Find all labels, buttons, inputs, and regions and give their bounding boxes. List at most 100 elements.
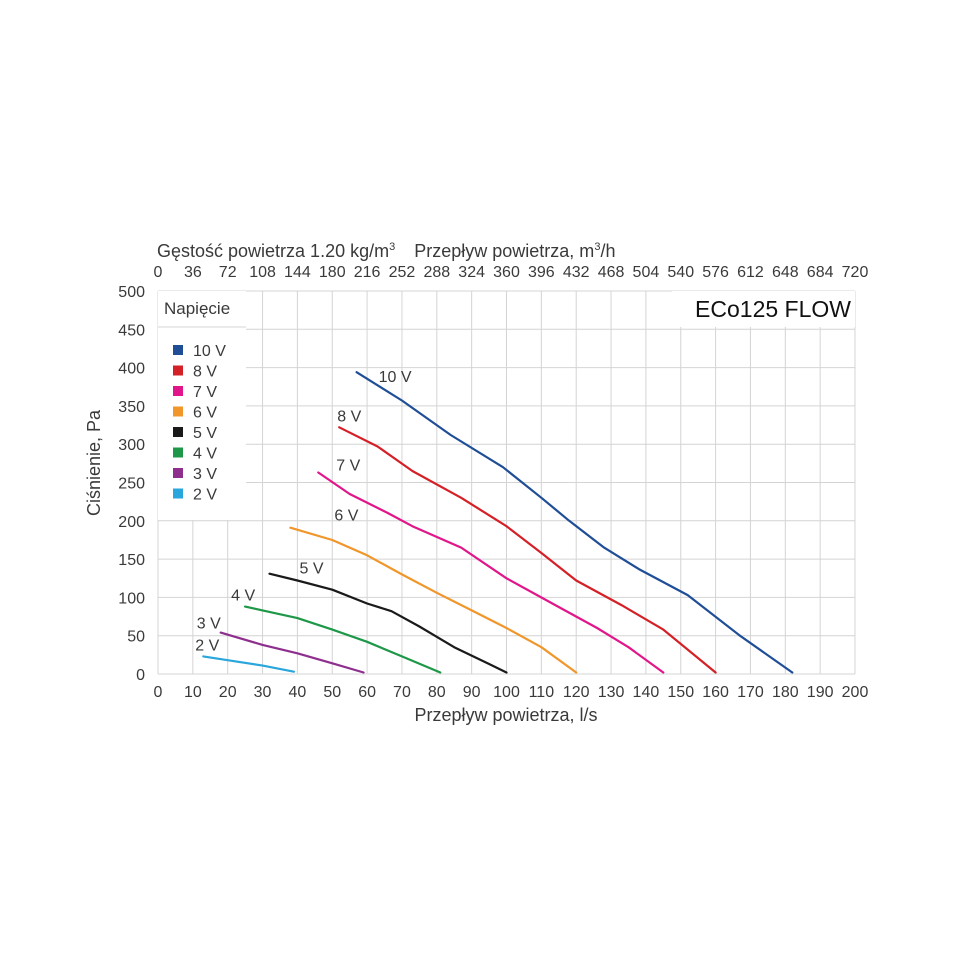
top-tick-label: 432 xyxy=(563,264,590,281)
series-label: 6 V xyxy=(334,508,358,525)
y-tick-label: 450 xyxy=(118,322,145,339)
series-line xyxy=(244,605,442,674)
series-label: 8 V xyxy=(337,408,361,425)
series-lines xyxy=(202,371,794,674)
y-tick-label: 150 xyxy=(118,552,145,569)
legend-swatch xyxy=(173,427,183,437)
series-line xyxy=(289,526,578,674)
top-tick-label: 504 xyxy=(633,264,660,281)
top-tick-label: 72 xyxy=(219,264,237,281)
top-flow-label: Przepływ powietrza, m xyxy=(414,241,594,261)
series-line xyxy=(268,572,508,674)
legend-item-label: 3 V xyxy=(193,466,217,483)
top-tick-label: 36 xyxy=(184,264,202,281)
y-axis-label: Ciśnienie, Pa xyxy=(84,409,104,516)
x-tick-label: 200 xyxy=(842,684,869,701)
top-tick-label: 0 xyxy=(154,264,163,281)
legend-items: 10 V 8 V 7 V 6 V 5 V 4 V 3 V 2 V xyxy=(173,343,226,504)
grid xyxy=(157,290,856,675)
top-tick-label: 396 xyxy=(528,264,555,281)
legend-swatch xyxy=(173,365,183,376)
x-tick-label: 130 xyxy=(598,684,625,701)
top-tick-label: 180 xyxy=(319,264,346,281)
legend-swatch xyxy=(173,406,183,417)
y-tick-label: 250 xyxy=(118,476,145,493)
legend-title: Napięcie xyxy=(164,299,230,318)
y-tick-label: 0 xyxy=(136,667,145,684)
series-line xyxy=(219,631,365,674)
series-label: 5 V xyxy=(300,561,324,578)
top-axis-title: Gęstość powietrza 1.20 kg/m3 Przepływ po… xyxy=(157,241,615,261)
x-tick-label: 0 xyxy=(154,684,163,701)
y-axis-ticks: 0 50 100 150 200 250 300 350 400 450 500 xyxy=(118,284,145,684)
series-line xyxy=(338,426,717,674)
legend-item-label: 8 V xyxy=(193,364,217,381)
x-tick-label: 150 xyxy=(667,684,694,701)
top-tick-label: 108 xyxy=(249,264,276,281)
legend-item-label: 6 V xyxy=(193,405,217,422)
top-tick-label: 612 xyxy=(737,264,764,281)
series-labels: 10 V 8 V 7 V 6 V 5 V 4 V 3 V 2 V xyxy=(195,369,412,654)
top-tick-label: 576 xyxy=(702,264,729,281)
legend-item-label: 10 V xyxy=(193,343,226,360)
density-label: Gęstość powietrza 1.20 kg/m xyxy=(157,241,389,261)
series-line xyxy=(202,655,295,673)
legend-item-label: 5 V xyxy=(193,425,217,442)
legend-item-label: 7 V xyxy=(193,384,217,401)
series-label: 4 V xyxy=(231,588,255,605)
x-tick-label: 60 xyxy=(358,684,376,701)
chart-title: ECo125 FLOW xyxy=(695,296,851,322)
x-tick-label: 170 xyxy=(737,684,764,701)
series-line xyxy=(317,471,665,674)
chart-title-background xyxy=(672,291,855,327)
top-axis-ticks: 0 36 72 108 144 180 216 252 288 324 360 396 432 468 50… xyxy=(154,264,869,281)
x-tick-label: 90 xyxy=(463,684,481,701)
top-tick-label: 252 xyxy=(389,264,416,281)
legend-item-label: 4 V xyxy=(193,446,217,463)
legend-swatch xyxy=(173,447,183,458)
density-sup: 3 xyxy=(389,241,395,253)
y-tick-label: 500 xyxy=(118,284,145,301)
series-label: 3 V xyxy=(197,616,221,633)
y-tick-label: 300 xyxy=(118,437,145,454)
x-tick-label: 50 xyxy=(323,684,341,701)
y-tick-label: 50 xyxy=(127,629,145,646)
x-tick-label: 100 xyxy=(493,684,520,701)
x-axis-ticks: 0 10 20 30 40 50 60 70 80 90 100 110 120 130 140 150 160… xyxy=(154,684,869,701)
legend-swatch xyxy=(173,386,183,396)
top-tick-label: 324 xyxy=(458,264,485,281)
legend-swatch xyxy=(173,345,183,355)
x-tick-label: 110 xyxy=(529,684,555,701)
series-line xyxy=(355,371,794,674)
legend-background xyxy=(158,291,246,520)
series-label: 2 V xyxy=(195,637,219,654)
x-axis-label: Przepływ powietrza, l/s xyxy=(414,705,597,725)
top-flow-suffix: /h xyxy=(600,241,615,261)
x-tick-label: 70 xyxy=(393,684,411,701)
x-tick-label: 30 xyxy=(254,684,272,701)
legend: Napięcie 10 V 8 V 7 V 6 V 5 V 4 V 3 V 2 V xyxy=(158,291,246,520)
top-tick-label: 648 xyxy=(772,264,799,281)
top-flow-sup: 3 xyxy=(594,241,600,253)
x-tick-label: 190 xyxy=(807,684,834,701)
top-tick-label: 540 xyxy=(667,264,694,281)
legend-swatch xyxy=(173,488,183,499)
top-tick-label: 144 xyxy=(284,264,311,281)
legend-swatch xyxy=(173,468,183,478)
x-tick-label: 10 xyxy=(184,684,202,701)
top-tick-label: 468 xyxy=(598,264,625,281)
top-tick-label: 360 xyxy=(493,264,520,281)
y-tick-label: 400 xyxy=(118,361,145,378)
legend-item-label: 2 V xyxy=(193,487,217,504)
top-tick-label: 216 xyxy=(354,264,381,281)
x-tick-label: 180 xyxy=(772,684,799,701)
y-tick-label: 200 xyxy=(118,514,145,531)
x-tick-label: 40 xyxy=(289,684,307,701)
x-tick-label: 120 xyxy=(563,684,590,701)
top-tick-label: 720 xyxy=(842,264,869,281)
x-tick-label: 80 xyxy=(428,684,446,701)
x-tick-label: 140 xyxy=(633,684,660,701)
y-tick-label: 350 xyxy=(118,399,145,416)
series-label: 7 V xyxy=(336,458,360,475)
